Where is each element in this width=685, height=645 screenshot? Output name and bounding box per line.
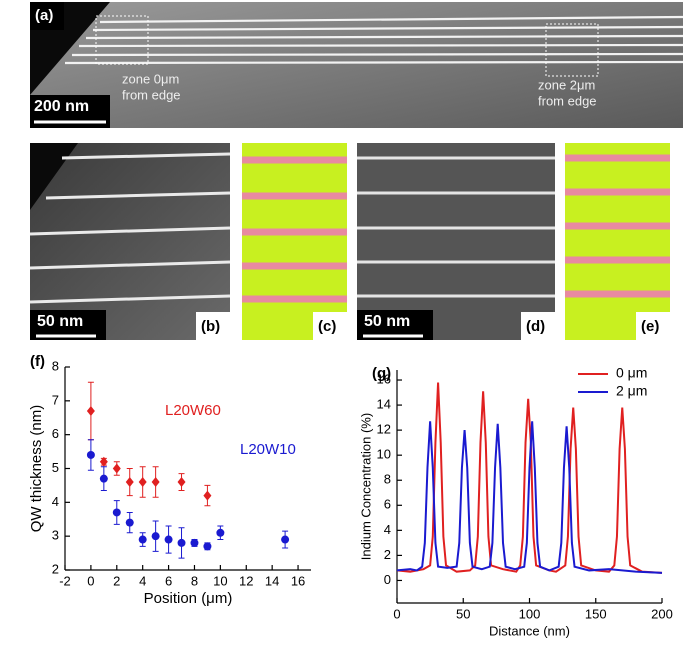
y-tick-label: 2 — [52, 561, 59, 576]
x-tick-label: 16 — [291, 573, 305, 588]
x-tick-label: 200 — [651, 606, 673, 621]
x-tick-label: 12 — [239, 573, 253, 588]
panel-a: (a) zone 0μm from edge zone 2μm from edg… — [30, 2, 684, 128]
x-tick-label: 2 — [113, 573, 120, 588]
point — [190, 538, 199, 547]
x-tick-label: 6 — [165, 573, 172, 588]
y-tick-label: 16 — [377, 371, 391, 386]
x-tick-label: 50 — [456, 606, 470, 621]
x-axis-label: Distance (nm) — [489, 623, 570, 638]
panel-label: (d) — [526, 318, 545, 335]
point — [99, 456, 108, 467]
point — [151, 532, 160, 541]
point — [138, 535, 147, 544]
point — [216, 528, 225, 537]
y-axis-label: QW thickness (nm) — [28, 405, 45, 533]
y-tick-label: 3 — [52, 528, 59, 543]
x-tick-label: 10 — [213, 573, 227, 588]
y-tick-label: 4 — [384, 522, 391, 537]
point — [203, 490, 212, 501]
x-tick-label: 150 — [585, 606, 607, 621]
point — [125, 477, 134, 488]
x-tick-label: 0 — [393, 606, 400, 621]
y-tick-label: 5 — [52, 460, 59, 475]
annotation: from edge — [122, 87, 181, 102]
y-tick-label: 8 — [52, 358, 59, 373]
scale-label: 200 nm — [34, 98, 89, 115]
panel-label: (c) — [318, 318, 336, 335]
panel-label: (e) — [641, 318, 659, 335]
x-tick-label: -2 — [59, 573, 71, 588]
point — [151, 477, 160, 488]
scale-label: 50 nm — [364, 313, 410, 330]
panel-label: (g) — [372, 365, 391, 382]
point — [177, 538, 186, 547]
point — [138, 477, 147, 488]
point — [281, 535, 290, 544]
y-axis-label: Indium Concentration (%) — [358, 413, 373, 560]
point — [112, 463, 121, 474]
x-tick-label: 4 — [139, 573, 146, 588]
panel-label: (b) — [201, 318, 220, 335]
y-tick-label: 8 — [384, 472, 391, 487]
panel-e: (e) — [565, 143, 670, 340]
y-tick-label: 0 — [384, 572, 391, 587]
point — [177, 477, 186, 488]
y-tick-label: 12 — [377, 422, 391, 437]
line — [396, 382, 663, 574]
x-axis-label: Position (μm) — [144, 590, 233, 607]
point — [164, 535, 173, 544]
panel-c: (c) — [242, 143, 347, 340]
point — [86, 450, 95, 459]
x-tick-label: 14 — [265, 573, 279, 588]
annotation: zone 2μm — [538, 77, 595, 92]
legend-label: 2 μm — [616, 383, 647, 399]
point — [99, 474, 108, 483]
point — [125, 518, 134, 527]
y-tick-label: 6 — [384, 497, 391, 512]
series-label: L20W10 — [240, 441, 296, 458]
line — [396, 421, 663, 574]
y-tick-label: 14 — [377, 397, 391, 412]
panel-b: 50 nm (b) — [29, 143, 231, 340]
y-tick-label: 10 — [377, 447, 391, 462]
point — [86, 405, 95, 416]
scale-label: 50 nm — [37, 313, 83, 330]
series-label: L20W60 — [165, 402, 221, 419]
y-tick-label: 7 — [52, 392, 59, 407]
annotation: zone 0μm — [122, 71, 179, 86]
y-tick-label: 4 — [52, 494, 59, 509]
point — [203, 542, 212, 551]
panel-label: (f) — [30, 353, 45, 370]
point — [112, 508, 121, 517]
panel-label: (a) — [35, 7, 53, 24]
annotation: from edge — [538, 93, 597, 108]
y-tick-label: 2 — [384, 547, 391, 562]
panel-d: 50 nm (d) — [357, 143, 555, 340]
x-tick-label: 0 — [87, 573, 94, 588]
legend-label: 0 μm — [616, 365, 647, 381]
y-tick-label: 6 — [52, 426, 59, 441]
x-tick-label: 100 — [519, 606, 541, 621]
x-tick-label: 8 — [191, 573, 198, 588]
